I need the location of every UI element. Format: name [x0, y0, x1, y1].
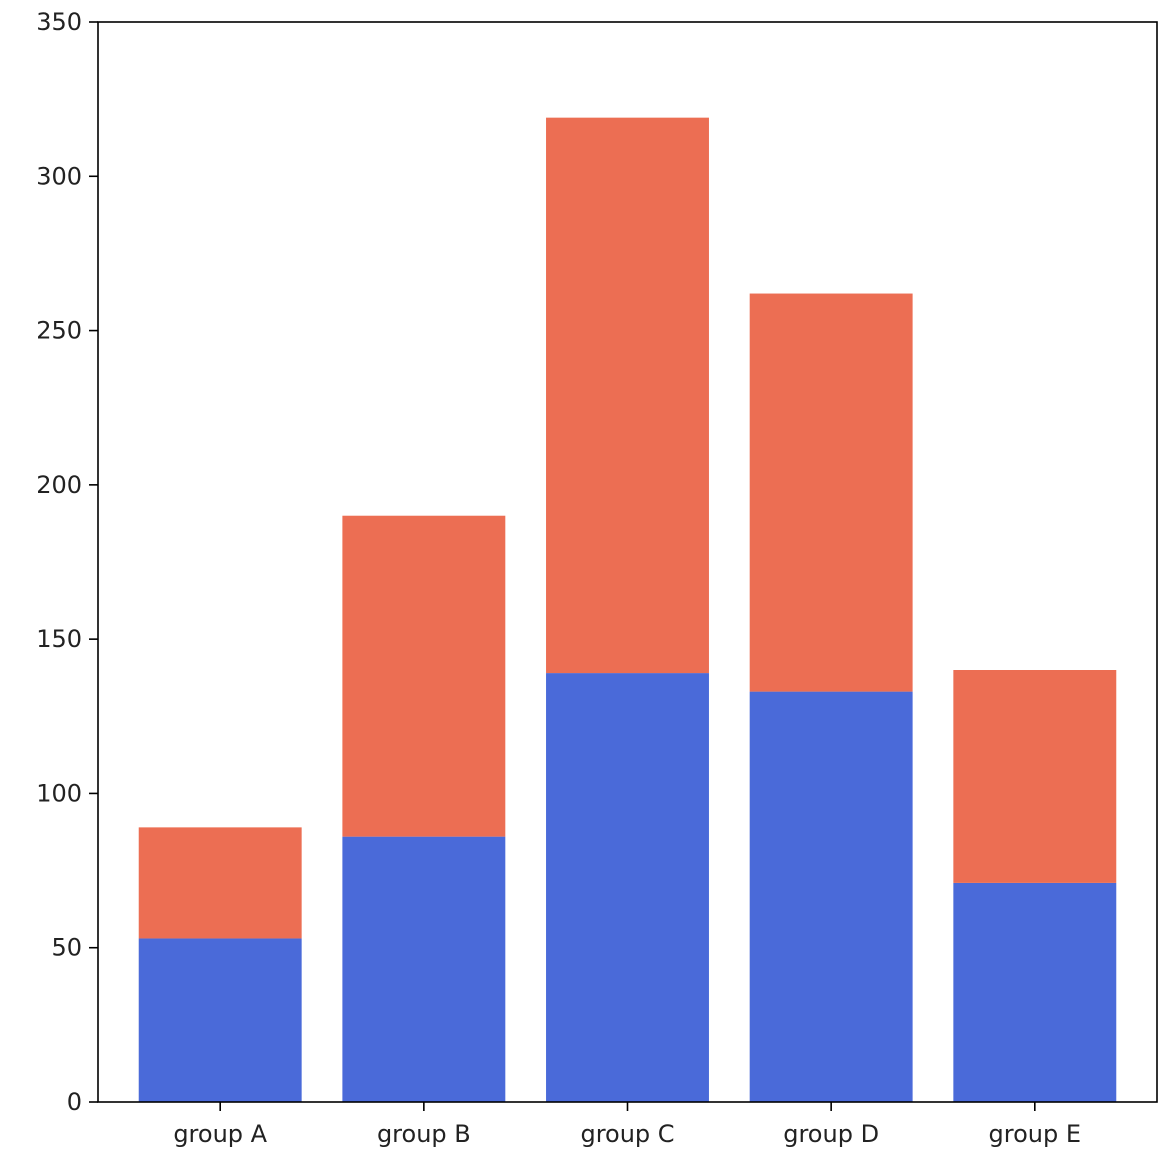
y-axis-ticks: 0 50 100 150 200 250 300 350: [36, 8, 98, 1116]
bar-series2-group-a: [138, 827, 302, 939]
y-tick-label: 350: [36, 8, 82, 36]
y-tick-label: 100: [36, 779, 82, 807]
x-tick-label: group C: [580, 1120, 674, 1148]
x-tick-label: group E: [989, 1120, 1082, 1148]
bar-series2-group-d: [749, 293, 913, 692]
bar-series1-group-a: [138, 938, 302, 1102]
bar-series2-group-b: [342, 515, 506, 837]
y-tick-label: 250: [36, 317, 82, 345]
y-tick-label: 300: [36, 162, 82, 190]
y-tick-label: 50: [51, 934, 82, 962]
bar-series2-group-e: [953, 670, 1117, 883]
x-tick-label: group B: [377, 1120, 471, 1148]
bar-series1-group-b: [342, 836, 506, 1102]
bar-series1-group-c: [546, 673, 709, 1102]
y-tick-label: 200: [36, 471, 82, 499]
x-tick-label: group A: [173, 1120, 267, 1148]
x-tick-label: group D: [783, 1120, 879, 1148]
y-tick-label: 0: [67, 1088, 82, 1116]
bar-series2-group-c: [546, 117, 709, 674]
bar-series1-group-d: [749, 691, 913, 1102]
bars-layer: [138, 117, 1117, 1102]
x-axis-ticks: group A group B group C group D group E: [173, 1102, 1081, 1148]
y-tick-label: 150: [36, 625, 82, 653]
bar-series1-group-e: [953, 882, 1117, 1102]
